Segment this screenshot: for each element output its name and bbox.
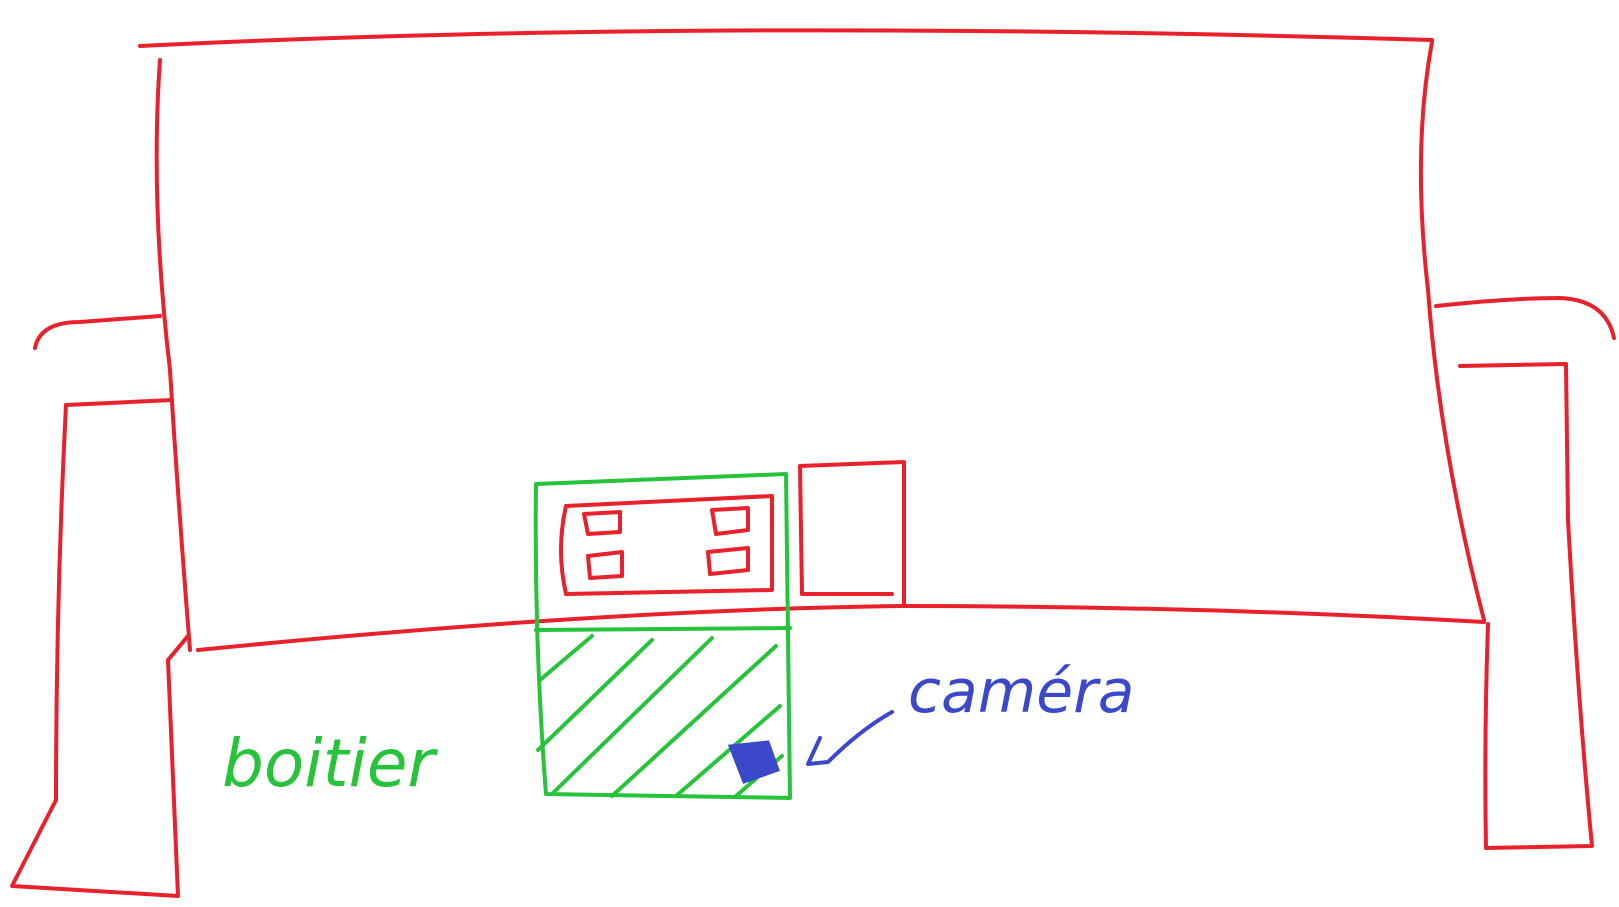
desk-right-edge <box>1418 40 1486 622</box>
camera-marker <box>727 710 894 784</box>
left-armrest-top <box>33 314 162 350</box>
desk-drawing <box>10 28 1616 898</box>
right-armrest-top <box>1434 296 1616 340</box>
boitier-outline <box>533 472 792 800</box>
camera-pointer-line <box>806 710 894 766</box>
panel-button-top-right <box>710 506 750 536</box>
desk-left-edge <box>154 58 192 652</box>
boitier-hatching <box>536 634 784 798</box>
control-panel-frame <box>559 494 774 596</box>
boitier-divider <box>534 626 792 632</box>
side-cabinet <box>798 460 906 608</box>
control-panel <box>559 494 774 596</box>
panel-button-bottom-right <box>706 546 750 576</box>
desk-bottom-edge <box>196 604 1486 652</box>
desk-top-edge <box>138 28 1434 48</box>
panel-button-top-left <box>582 510 622 536</box>
label-camera: caméra <box>908 657 1135 727</box>
right-armrest-shelf <box>1458 362 1568 368</box>
camera-icon <box>727 740 780 784</box>
left-leg <box>10 403 190 898</box>
left-armrest-shelf <box>64 398 174 407</box>
label-boitier: boitier <box>222 725 438 802</box>
boitier-drawing <box>533 472 792 800</box>
right-leg <box>1483 362 1594 850</box>
panel-button-bottom-left <box>586 550 624 580</box>
